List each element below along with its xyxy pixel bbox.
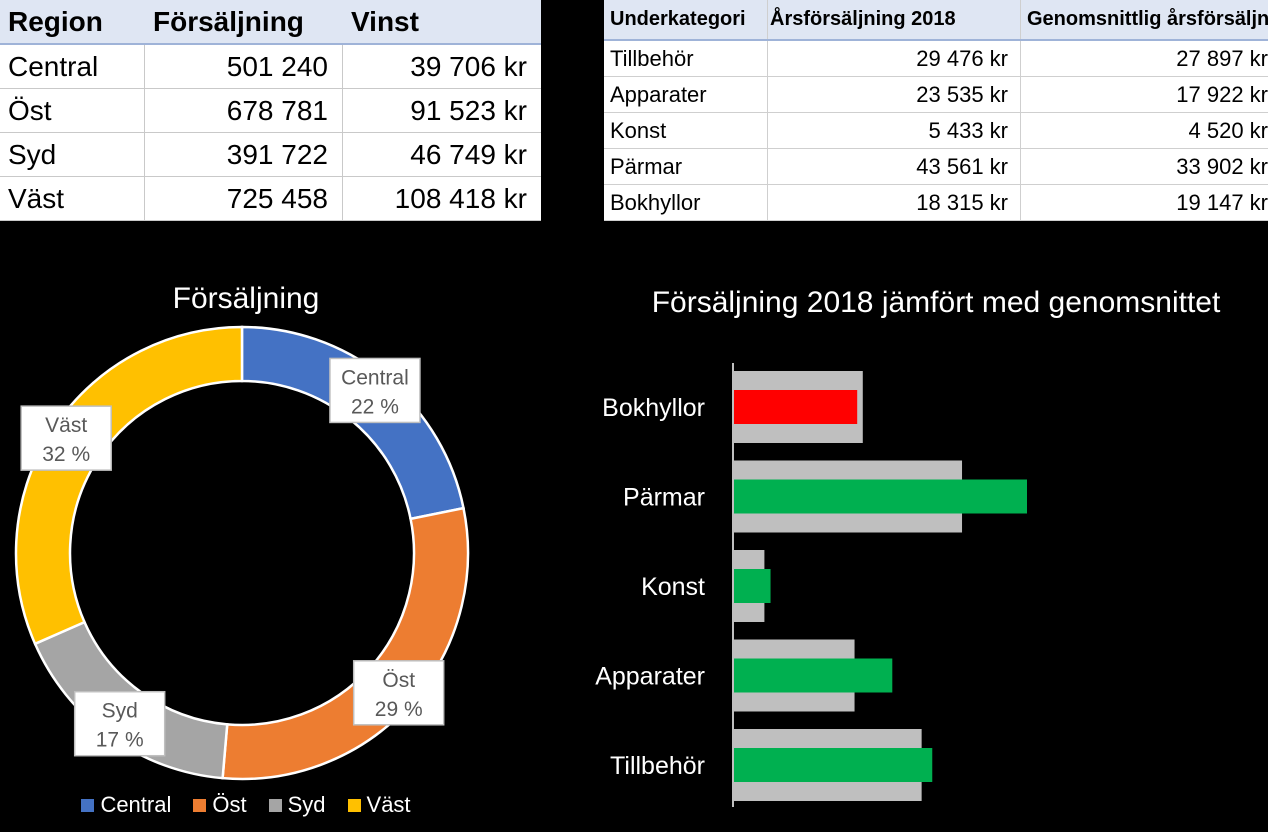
- bar-sales-2018-konst: [734, 569, 771, 603]
- donut-slice-ost: [221, 506, 470, 781]
- svg-text:22 %: 22 %: [351, 395, 399, 418]
- bar-sales-2018-parmar: [734, 479, 1027, 514]
- table-cell: 108 418 kr: [394, 182, 527, 214]
- category-label-tillbehor: Tillbehör: [610, 752, 705, 780]
- table-cell: 19 147 kr: [1176, 189, 1268, 215]
- header-profit: Vinst: [351, 5, 419, 37]
- svg-text:Öst: Öst: [382, 669, 415, 692]
- legend-swatch: [347, 798, 361, 812]
- table-cell: Pärmar: [604, 149, 768, 184]
- table-cell: 4 520 kr: [1188, 117, 1268, 143]
- table-cell: 501 240: [145, 45, 343, 88]
- table-row: Syd 391 722 46 749 kr: [0, 133, 541, 177]
- region-table: Region Försäljning Vinst Central 501 240…: [0, 0, 541, 221]
- category-label-konst: Konst: [641, 573, 705, 601]
- table-cell: 725 458: [145, 177, 343, 220]
- legend-item-ost: Öst: [193, 792, 247, 818]
- table-row: Central 501 240 39 706 kr: [0, 45, 541, 89]
- svg-text:17 %: 17 %: [96, 729, 144, 752]
- bar-sales-2018-apparater: [734, 658, 893, 693]
- category-label-bokhyllor: Bokhyllor: [602, 394, 705, 422]
- legend-label: Väst: [366, 792, 411, 817]
- header-subcategory: Underkategori: [604, 0, 768, 39]
- header-region: Region: [8, 5, 103, 37]
- category-label-parmar: Pärmar: [623, 484, 705, 512]
- table-cell: Tillbehör: [604, 41, 768, 76]
- legend-swatch: [268, 798, 282, 812]
- bar-sales-2018-bokhyllor: [734, 390, 858, 424]
- table-row: Öst 678 781 91 523 kr: [0, 89, 541, 133]
- table-row: Apparater 23 535 kr 17 922 kr: [604, 77, 1268, 113]
- header-sales-2018: Årsförsäljning 2018: [768, 0, 1021, 39]
- table-cell: 46 749 kr: [410, 138, 527, 170]
- table-cell: 43 561 kr: [768, 149, 1021, 184]
- table-cell: Bokhyllor: [604, 185, 768, 220]
- data-label-central: Central 22 %: [329, 357, 421, 424]
- svg-text:Väst: Väst: [45, 414, 87, 437]
- svg-text:Syd: Syd: [102, 700, 138, 723]
- table-cell: 27 897 kr: [1176, 45, 1268, 71]
- legend-swatch: [81, 798, 95, 812]
- table-cell: Syd: [0, 133, 145, 176]
- category-label-apparater: Apparater: [595, 663, 705, 691]
- table-cell: 29 476 kr: [768, 41, 1021, 76]
- table-cell: Central: [0, 45, 145, 88]
- table-cell: Apparater: [604, 77, 768, 112]
- legend-item-syd: Syd: [268, 792, 326, 818]
- svg-text:32 %: 32 %: [42, 443, 90, 466]
- legend-item-vast: Väst: [347, 792, 411, 818]
- table-cell: 5 433 kr: [768, 113, 1021, 148]
- table-cell: Väst: [0, 177, 145, 220]
- donut-slice-vast: [14, 325, 244, 646]
- header-average-sales: Genomsnittlig årsförsäljning: [1027, 8, 1268, 30]
- table-cell: Konst: [604, 113, 768, 148]
- table-cell: 33 902 kr: [1176, 153, 1268, 179]
- table-cell: 23 535 kr: [768, 77, 1021, 112]
- donut-chart-title: Försäljning: [172, 282, 320, 315]
- header-sales: Försäljning: [153, 5, 304, 37]
- legend-swatch: [193, 798, 207, 812]
- bar-chart: Bokhyllor Pärmar Konst Apparater Tillbehör: [595, 363, 1027, 807]
- table-cell: 17 922 kr: [1176, 81, 1268, 107]
- svg-text:Central: Central: [341, 366, 409, 389]
- bar-sales-2018-tillbehor: [734, 748, 933, 782]
- table-cell: Öst: [0, 89, 145, 132]
- data-label-vast: Väst 32 %: [20, 405, 112, 471]
- legend-label: Syd: [287, 792, 326, 817]
- data-label-syd: Syd 17 %: [73, 690, 166, 757]
- table-row: Tillbehör 29 476 kr 27 897 kr: [604, 41, 1268, 77]
- table-cell: 18 315 kr: [768, 185, 1021, 220]
- svg-text:29 %: 29 %: [375, 698, 423, 721]
- table-cell: 391 722: [145, 133, 343, 176]
- table-row: Konst 5 433 kr 4 520 kr: [604, 113, 1268, 149]
- table-cell: 678 781: [145, 89, 343, 132]
- table-row: Pärmar 43 561 kr 33 902 kr: [604, 149, 1268, 185]
- region-table-header: Region Försäljning Vinst: [0, 0, 541, 45]
- category-table-header: Underkategori Årsförsäljning 2018 Genoms…: [604, 0, 1268, 41]
- donut-legend: Central Öst Syd Väst: [0, 792, 492, 818]
- category-table: Underkategori Årsförsäljning 2018 Genoms…: [604, 0, 1268, 221]
- data-label-ost: Öst 29 %: [352, 660, 445, 726]
- legend-item-central: Central: [81, 792, 171, 818]
- legend-label: Central: [100, 792, 172, 817]
- bar-chart-title: Försäljning 2018 jämfört med genomsnitte…: [651, 286, 1221, 319]
- donut-chart: Central 22 % Öst 29 % Syd 17 % Väst 32 %: [14, 325, 470, 781]
- table-cell: 91 523 kr: [410, 94, 527, 126]
- table-row: Väst 725 458 108 418 kr: [0, 177, 541, 221]
- table-row: Bokhyllor 18 315 kr 19 147 kr: [604, 185, 1268, 221]
- table-cell: 39 706 kr: [410, 50, 527, 82]
- legend-label: Öst: [212, 792, 247, 817]
